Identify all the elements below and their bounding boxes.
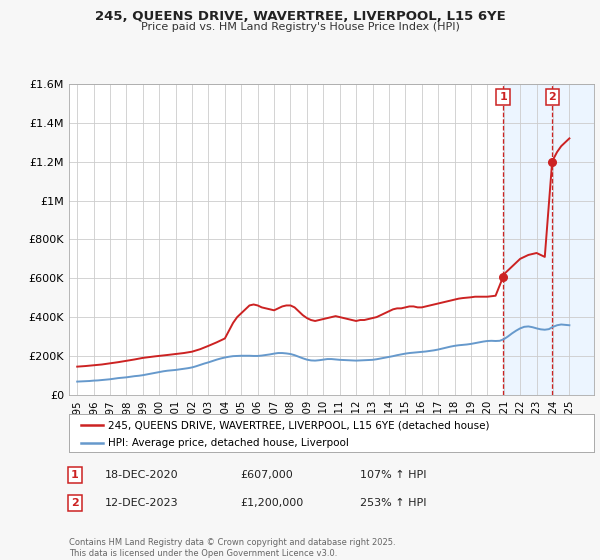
- Text: HPI: Average price, detached house, Liverpool: HPI: Average price, detached house, Live…: [109, 438, 349, 448]
- Text: 1: 1: [71, 470, 79, 480]
- Text: £607,000: £607,000: [240, 470, 293, 480]
- Text: 245, QUEENS DRIVE, WAVERTREE, LIVERPOOL, L15 6YE (detached house): 245, QUEENS DRIVE, WAVERTREE, LIVERPOOL,…: [109, 420, 490, 430]
- Text: Contains HM Land Registry data © Crown copyright and database right 2025.
This d: Contains HM Land Registry data © Crown c…: [69, 538, 395, 558]
- Text: 12-DEC-2023: 12-DEC-2023: [105, 498, 179, 508]
- Text: 1: 1: [499, 92, 507, 102]
- Text: 253% ↑ HPI: 253% ↑ HPI: [360, 498, 427, 508]
- Bar: [503, 84, 594, 395]
- Text: 18-DEC-2020: 18-DEC-2020: [105, 470, 179, 480]
- Text: 245, QUEENS DRIVE, WAVERTREE, LIVERPOOL, L15 6YE: 245, QUEENS DRIVE, WAVERTREE, LIVERPOOL,…: [95, 10, 505, 23]
- Text: Price paid vs. HM Land Registry's House Price Index (HPI): Price paid vs. HM Land Registry's House …: [140, 22, 460, 32]
- Text: 2: 2: [71, 498, 79, 508]
- Text: £1,200,000: £1,200,000: [240, 498, 303, 508]
- Text: 107% ↑ HPI: 107% ↑ HPI: [360, 470, 427, 480]
- Text: 2: 2: [548, 92, 556, 102]
